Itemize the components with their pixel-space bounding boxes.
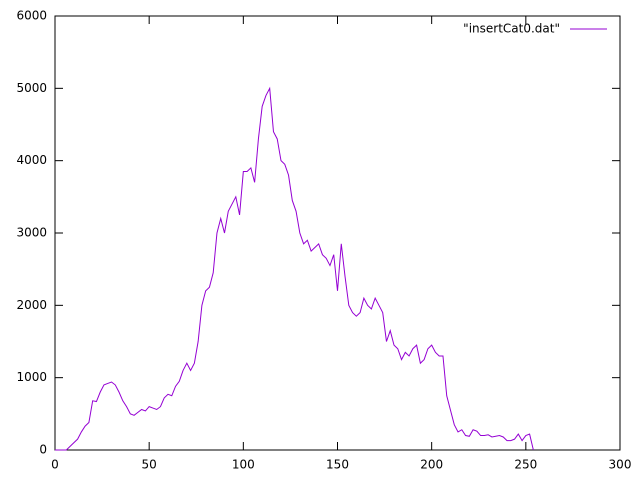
y-tick-label: 6000 [16,9,47,23]
x-tick-label: 100 [232,458,255,472]
y-tick-label: 2000 [16,298,47,312]
x-tick-label: 250 [514,458,537,472]
y-tick-label: 1000 [16,370,47,384]
y-tick-label: 3000 [16,226,47,240]
y-tick-label: 5000 [16,81,47,95]
y-tick-label: 4000 [16,153,47,167]
x-tick-label: 300 [609,458,632,472]
x-tick-label: 200 [420,458,443,472]
legend-label: "insertCat0.dat" [463,22,560,36]
plot-border [54,15,621,451]
x-tick-label: 50 [142,458,157,472]
x-tick-label: 150 [326,458,349,472]
x-tick-label: 0 [51,458,59,472]
y-tick-label: 0 [39,443,47,457]
line-series [55,86,534,451]
